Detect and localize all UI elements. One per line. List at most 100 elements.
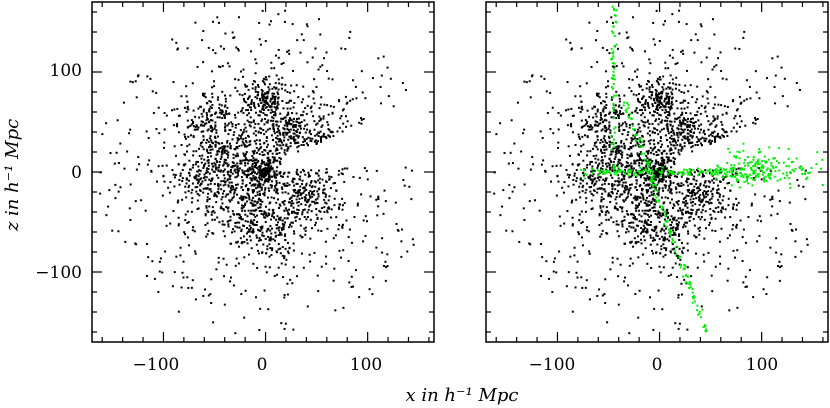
- right-galaxy-point: [643, 226, 646, 229]
- left-galaxy-point: [259, 226, 262, 229]
- right-galaxy-point: [594, 105, 597, 108]
- left-galaxy-point: [312, 115, 315, 118]
- left-galaxy-point: [277, 103, 280, 106]
- right-galaxy-point: [615, 117, 618, 120]
- right-galaxy-point: [670, 148, 673, 151]
- left-galaxy-point: [176, 125, 179, 128]
- right-galaxy-point: [540, 163, 543, 166]
- left-galaxy-point: [275, 191, 278, 194]
- right-galaxy-point: [620, 162, 623, 165]
- left-galaxy-point: [271, 152, 274, 155]
- left-galaxy-point: [227, 219, 230, 222]
- left-galaxy-point: [319, 33, 322, 36]
- right-galaxy-point: [678, 207, 681, 210]
- right-overlay-point: [642, 169, 645, 172]
- right-galaxy-point: [615, 109, 618, 112]
- left-galaxy-point: [259, 169, 262, 172]
- right-galaxy-point: [696, 39, 699, 42]
- right-galaxy-point: [622, 142, 625, 145]
- right-galaxy-point: [650, 151, 653, 154]
- left-galaxy-point: [179, 246, 182, 249]
- right-galaxy-point: [646, 229, 649, 232]
- left-galaxy-point: [269, 149, 272, 152]
- left-galaxy-point: [293, 101, 296, 104]
- right-galaxy-point: [590, 128, 593, 131]
- right-galaxy-point: [608, 125, 611, 128]
- right-galaxy-point: [771, 205, 774, 208]
- left-galaxy-point: [401, 81, 404, 84]
- right-galaxy-point: [708, 202, 711, 205]
- left-galaxy-point: [228, 129, 231, 132]
- left-galaxy-point: [276, 120, 279, 123]
- left-galaxy-point: [377, 196, 380, 199]
- right-galaxy-point: [629, 142, 632, 145]
- right-galaxy-point: [638, 155, 641, 158]
- right-galaxy-point: [661, 235, 664, 238]
- right-galaxy-point: [703, 137, 706, 140]
- right-galaxy-point: [653, 186, 656, 189]
- left-galaxy-point: [222, 163, 225, 166]
- right-galaxy-point: [697, 127, 700, 130]
- left-galaxy-point: [227, 163, 230, 166]
- right-galaxy-point: [603, 126, 606, 129]
- right-galaxy-point: [528, 242, 531, 245]
- right-galaxy-point: [525, 81, 528, 84]
- right-galaxy-point: [743, 30, 746, 33]
- right-galaxy-point: [657, 133, 660, 136]
- left-galaxy-point: [341, 223, 344, 226]
- left-galaxy-point: [261, 80, 264, 83]
- right-galaxy-point: [655, 89, 658, 92]
- left-galaxy-point: [283, 151, 286, 154]
- right-galaxy-point: [581, 186, 584, 189]
- right-galaxy-point: [728, 234, 731, 237]
- right-galaxy-point: [675, 219, 678, 222]
- right-galaxy-point: [646, 262, 649, 265]
- left-galaxy-point: [242, 235, 245, 238]
- right-galaxy-point: [681, 192, 684, 195]
- right-galaxy-point: [646, 101, 649, 104]
- left-galaxy-point: [194, 175, 197, 178]
- left-galaxy-point: [248, 106, 251, 109]
- right-galaxy-point: [742, 281, 745, 284]
- right-galaxy-point: [724, 176, 727, 179]
- left-galaxy-point: [341, 130, 344, 133]
- right-galaxy-point: [720, 171, 723, 174]
- left-galaxy-point: [248, 144, 251, 147]
- left-galaxy-point: [227, 193, 230, 196]
- right-galaxy-point: [686, 249, 689, 252]
- left-galaxy-point: [257, 122, 260, 125]
- right-galaxy-point: [671, 88, 674, 91]
- right-overlay-point: [688, 172, 691, 175]
- left-galaxy-point: [299, 175, 302, 178]
- left-galaxy-point: [291, 180, 294, 183]
- left-galaxy-point: [172, 124, 175, 127]
- right-galaxy-point: [603, 118, 606, 121]
- left-galaxy-point: [180, 95, 183, 98]
- left-galaxy-point: [256, 180, 259, 183]
- left-galaxy-point: [245, 130, 248, 133]
- left-galaxy-point: [198, 154, 201, 157]
- right-galaxy-point: [650, 191, 653, 194]
- right-galaxy-point: [581, 135, 584, 138]
- right-galaxy-point: [657, 123, 660, 126]
- left-galaxy-point: [281, 219, 284, 222]
- right-galaxy-point: [613, 147, 616, 150]
- right-galaxy-point: [721, 123, 724, 126]
- right-galaxy-point: [592, 189, 595, 192]
- right-galaxy-point: [703, 196, 706, 199]
- left-galaxy-point: [263, 153, 266, 156]
- right-galaxy-point: [622, 112, 625, 115]
- left-galaxy-point: [197, 160, 200, 163]
- right-galaxy-point: [637, 100, 640, 103]
- right-overlay-point: [620, 170, 623, 173]
- left-galaxy-point: [382, 55, 385, 58]
- left-galaxy-point: [241, 182, 244, 185]
- right-galaxy-point: [603, 182, 606, 185]
- left-galaxy-point: [338, 206, 341, 209]
- left-galaxy-point: [243, 209, 246, 212]
- left-galaxy-point: [332, 134, 335, 137]
- right-galaxy-point: [712, 107, 715, 110]
- right-galaxy-point: [726, 279, 729, 282]
- right-galaxy-point: [614, 205, 617, 208]
- right-galaxy-point: [649, 62, 652, 65]
